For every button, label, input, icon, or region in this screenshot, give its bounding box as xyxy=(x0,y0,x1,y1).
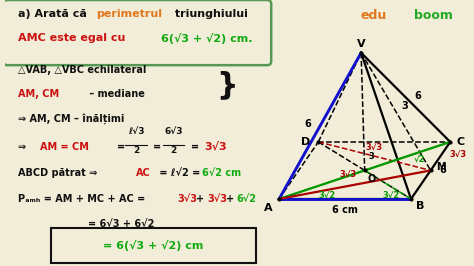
Text: ⇒ AM, CM – înălțimi: ⇒ AM, CM – înălțimi xyxy=(18,113,125,124)
Text: 3√3: 3√3 xyxy=(177,194,198,204)
Text: 3√3: 3√3 xyxy=(204,142,227,152)
Text: 6√2 cm: 6√2 cm xyxy=(201,168,241,178)
FancyBboxPatch shape xyxy=(51,228,256,263)
Text: C: C xyxy=(457,137,465,147)
Text: 6√3: 6√3 xyxy=(164,127,182,136)
Text: M: M xyxy=(437,162,446,172)
Text: AC: AC xyxy=(136,168,151,178)
Text: 3√3: 3√3 xyxy=(450,150,467,159)
Text: 3: 3 xyxy=(401,101,408,111)
Text: = 6(√3 + √2) cm: = 6(√3 + √2) cm xyxy=(103,240,203,251)
Text: = 6√3 + 6√2: = 6√3 + 6√2 xyxy=(88,219,154,230)
Text: Pₐₘₕ = AM + MC + AC =: Pₐₘₕ = AM + MC + AC = xyxy=(18,194,149,204)
Text: 6 cm: 6 cm xyxy=(332,205,358,215)
Text: 3: 3 xyxy=(369,152,374,161)
Text: 2: 2 xyxy=(133,146,139,155)
Text: }: } xyxy=(216,70,238,99)
Text: ⇒: ⇒ xyxy=(18,142,30,152)
Text: 6: 6 xyxy=(304,119,311,129)
Text: =: = xyxy=(191,142,202,152)
Text: AM = CM: AM = CM xyxy=(39,142,89,152)
Text: B: B xyxy=(416,201,424,211)
Text: perimetrul: perimetrul xyxy=(96,9,162,19)
Text: ABCD pătrat ⇒: ABCD pătrat ⇒ xyxy=(18,168,101,178)
Text: +: + xyxy=(196,194,204,204)
Text: 3√2: 3√2 xyxy=(319,191,336,200)
Text: =: = xyxy=(117,142,125,152)
Text: 3√2: 3√2 xyxy=(383,191,400,200)
Text: triunghiului: triunghiului xyxy=(171,9,247,19)
Text: boom: boom xyxy=(414,10,453,22)
Text: 6√2: 6√2 xyxy=(237,194,256,204)
Text: 6: 6 xyxy=(440,165,447,176)
Text: 3√3: 3√3 xyxy=(207,194,227,204)
Text: edu: edu xyxy=(360,10,386,22)
Text: a) Arată că: a) Arată că xyxy=(18,9,91,19)
Text: – mediane: – mediane xyxy=(86,89,146,99)
Text: 6: 6 xyxy=(415,90,421,101)
Text: AMC este egal cu: AMC este egal cu xyxy=(18,33,129,43)
Text: O: O xyxy=(368,174,376,184)
Text: 2: 2 xyxy=(170,146,177,155)
Text: 3√3: 3√3 xyxy=(366,143,383,152)
Text: ℓ√3: ℓ√3 xyxy=(128,127,144,136)
FancyBboxPatch shape xyxy=(3,0,271,65)
Text: △VAB, △VBC echilateral: △VAB, △VBC echilateral xyxy=(18,65,146,75)
Text: +: + xyxy=(226,194,234,204)
Text: 3√3: 3√3 xyxy=(339,169,356,178)
Text: D: D xyxy=(301,137,310,147)
Text: AM, CM: AM, CM xyxy=(18,89,59,99)
Text: √2: √2 xyxy=(414,155,426,164)
Text: =: = xyxy=(154,142,162,152)
Text: 6(√3 + √2) cm.: 6(√3 + √2) cm. xyxy=(162,33,253,44)
Text: A: A xyxy=(264,203,273,213)
Text: = ℓ√2 =: = ℓ√2 = xyxy=(156,168,204,178)
Text: V: V xyxy=(357,39,365,49)
